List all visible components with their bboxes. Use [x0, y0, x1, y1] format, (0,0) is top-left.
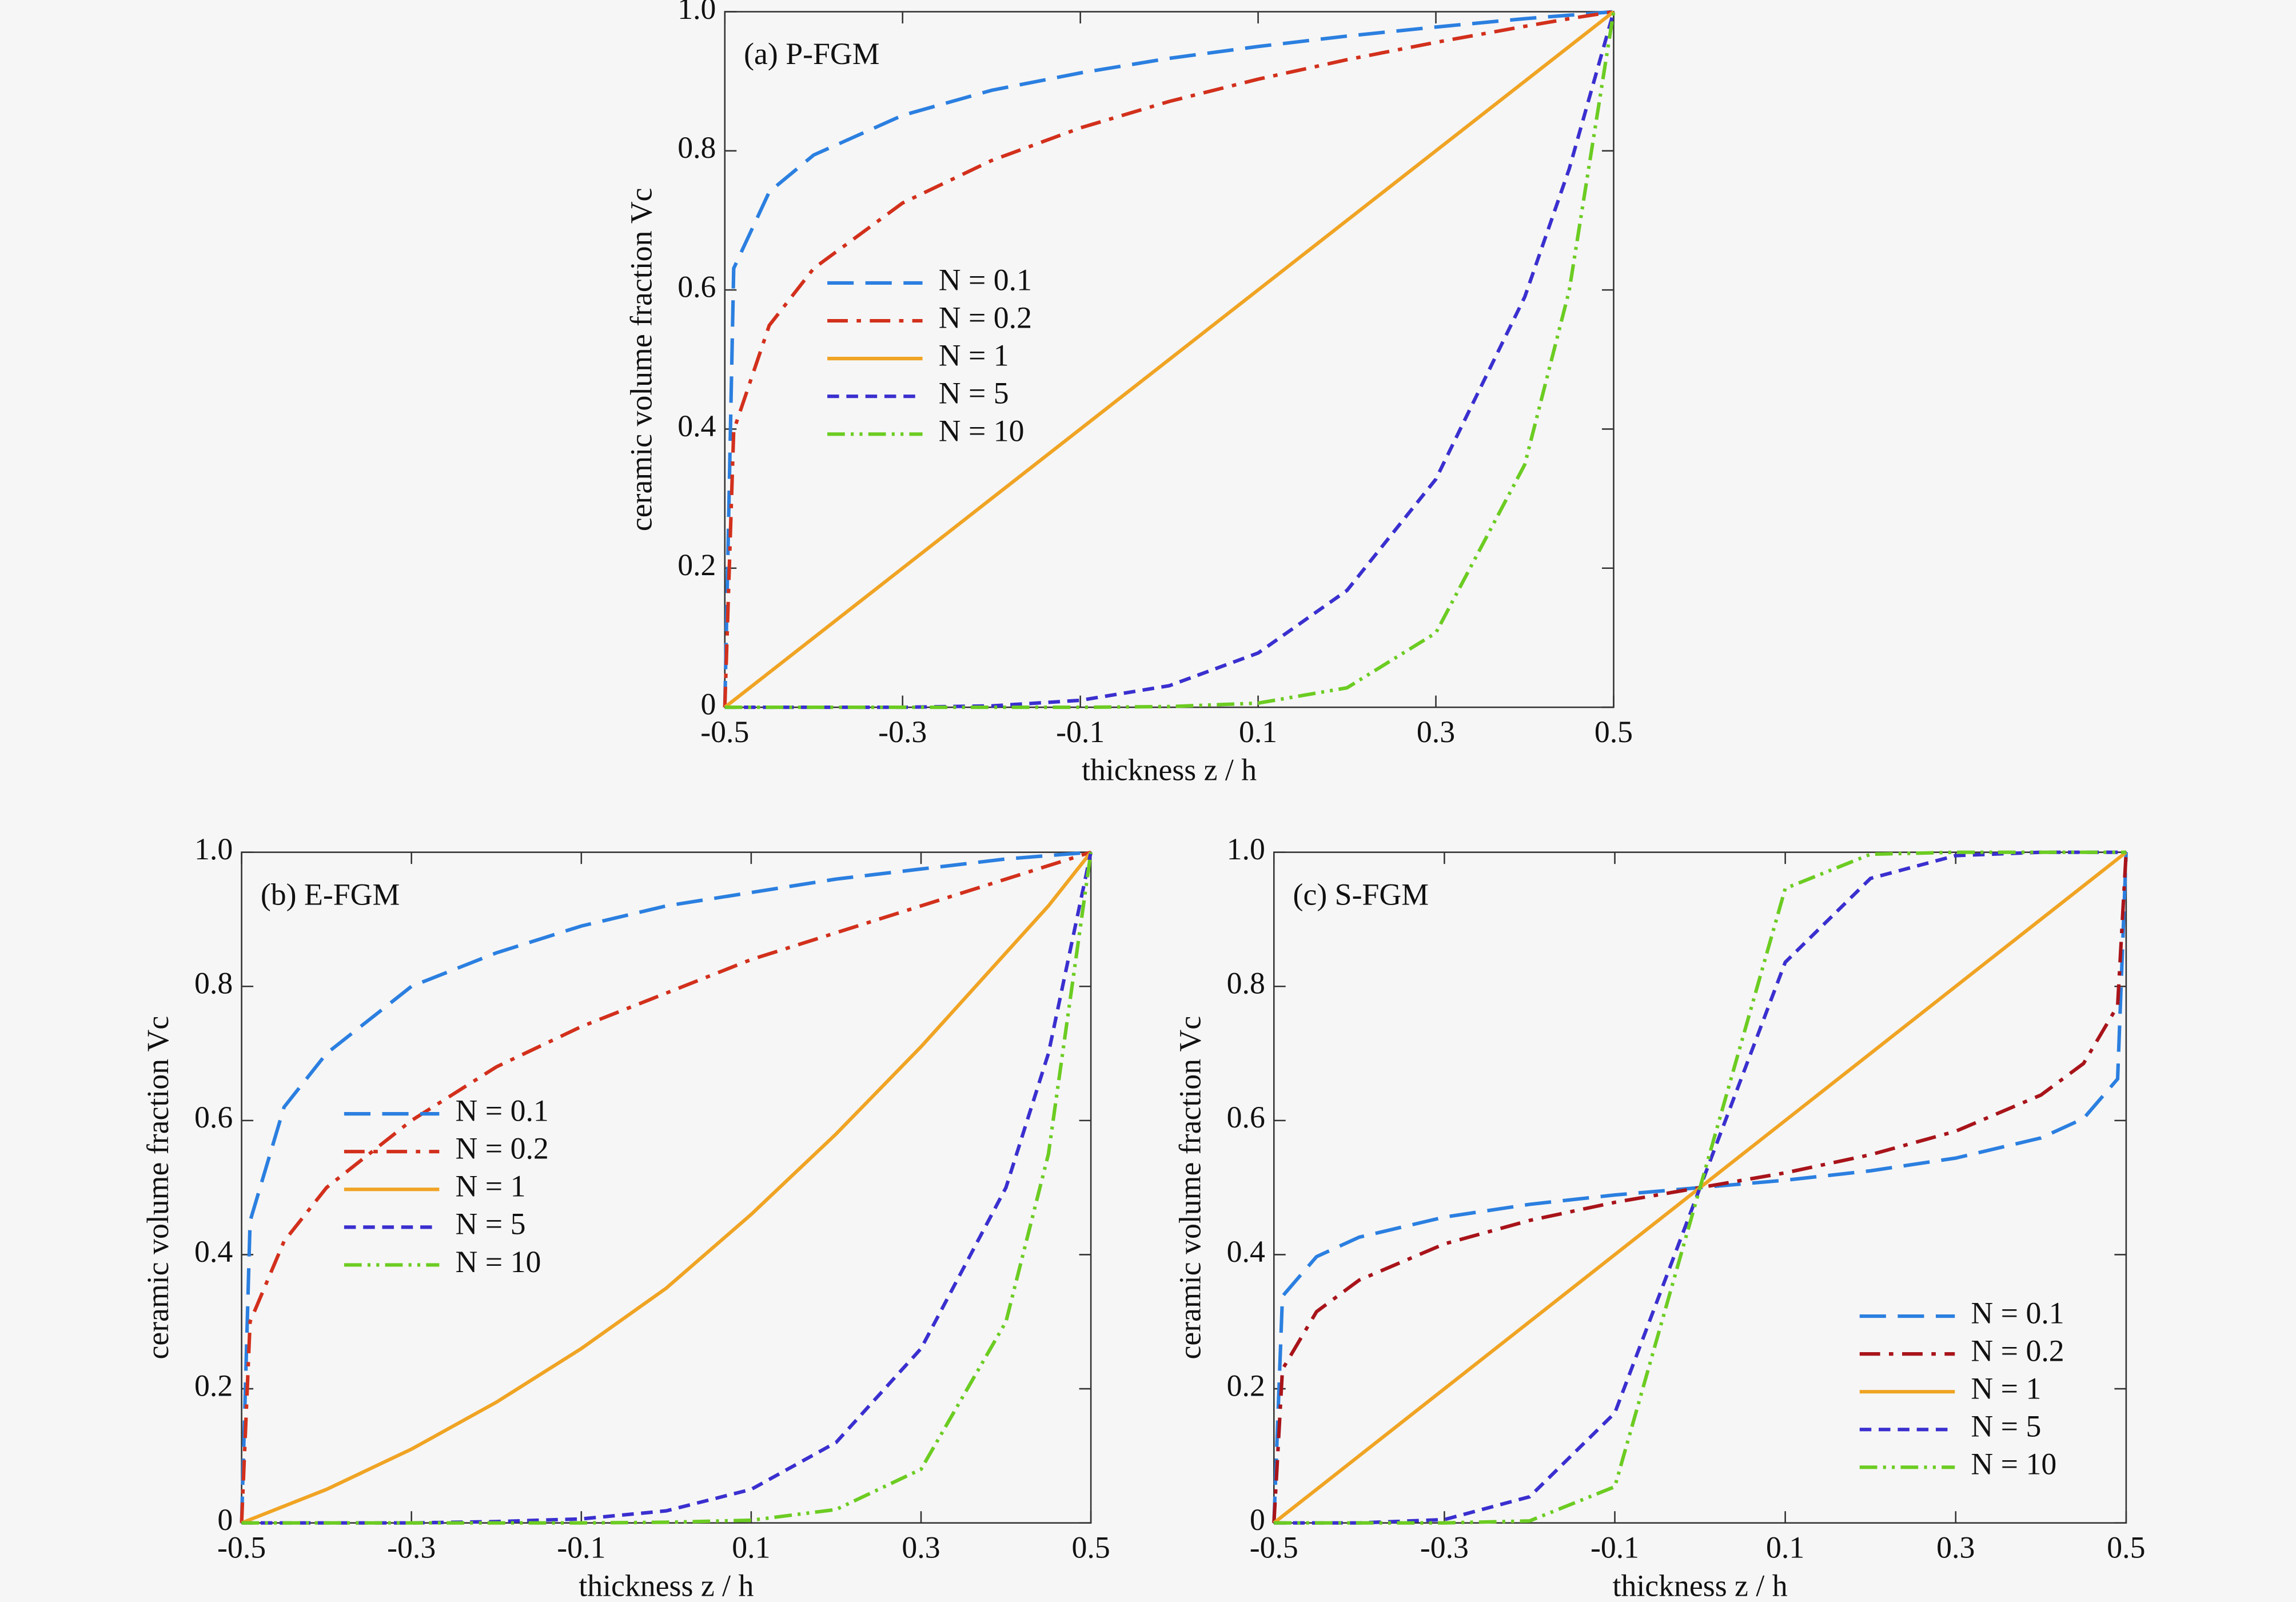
x-tick-label: 0.3 [1936, 1531, 1975, 1565]
legend-label: N = 1 [939, 338, 1009, 372]
x-tick-label: -0.1 [557, 1531, 605, 1565]
y-axis-label: ceramic volume fraction Vc [1173, 1016, 1207, 1360]
legend-label: N = 10 [939, 414, 1025, 448]
legend-label: N = 0.1 [939, 262, 1032, 297]
y-tick-label: 0 [701, 687, 716, 721]
legend-label: N = 5 [456, 1207, 526, 1241]
subplot: -0.5 -0.3 -0.1 0.1 0.3 0.5 0 0.2 0.4 0.6 0.8 1.0 thi… [624, 0, 1633, 787]
subplot: -0.5 -0.3 -0.1 0.1 0.3 0.5 0 0.2 0.4 0.6 0.8 1.0 thi… [1173, 832, 2146, 1602]
x-tick-label: -0.5 [700, 715, 749, 749]
legend-label: N = 0.2 [456, 1131, 549, 1166]
y-tick-label: 0 [217, 1503, 233, 1537]
legend-label: N = 5 [939, 376, 1009, 411]
y-tick-label: 0.8 [1227, 966, 1265, 1001]
legend-label: N = 0.1 [456, 1093, 549, 1127]
x-tick-label: 0.1 [1766, 1531, 1804, 1565]
legend-label: N = 10 [456, 1245, 541, 1279]
x-tick-label: -0.5 [217, 1531, 266, 1565]
y-tick-label: 0.4 [677, 409, 716, 443]
x-axis-label: thickness z / h [1082, 753, 1257, 787]
x-tick-label: -0.3 [387, 1531, 436, 1565]
x-tick-label: 0.3 [1417, 715, 1455, 749]
y-axis-label: ceramic volume fraction Vc [624, 188, 658, 531]
series-line [724, 11, 1616, 710]
x-tick-label: 0.1 [732, 1531, 770, 1565]
series-line [240, 850, 1092, 1523]
x-tick-label: 0.1 [1239, 715, 1277, 749]
x-tick-label: -0.3 [878, 715, 927, 749]
series-line [723, 10, 1615, 709]
legend-label: N = 1 [1971, 1372, 2041, 1406]
series-line [241, 852, 1093, 1525]
series-line [240, 850, 1091, 1523]
legend-label: N = 5 [1971, 1409, 2041, 1444]
panel-title: (a) P-FGM [744, 37, 879, 71]
panel-title: (b) E-FGM [261, 877, 400, 911]
series-line [724, 11, 1616, 710]
y-tick-label: 0.8 [677, 130, 716, 165]
legend-label: N = 1 [456, 1169, 526, 1204]
x-tick-label: 0.3 [902, 1531, 940, 1565]
y-axis-label: ceramic volume fraction Vc [141, 1016, 175, 1360]
x-tick-label: 0.5 [2107, 1531, 2145, 1565]
x-tick-label: 0.5 [1595, 715, 1633, 749]
x-tick-label: 0.5 [1072, 1531, 1110, 1565]
x-tick-label: -0.1 [1591, 1531, 1639, 1565]
panel-title: (c) S-FGM [1293, 877, 1429, 911]
x-tick-label: -0.3 [1420, 1531, 1469, 1565]
y-tick-label: 0.4 [194, 1234, 233, 1269]
series-line [1274, 850, 2126, 1525]
y-tick-label: 1.0 [677, 0, 716, 26]
legend-label: N = 0.2 [939, 300, 1032, 334]
legend-label: N = 0.1 [1971, 1296, 2064, 1330]
legend-label: N = 10 [1971, 1447, 2056, 1481]
y-tick-label: 0.6 [194, 1100, 233, 1134]
y-tick-label: 0.2 [677, 548, 716, 582]
series-line [723, 10, 1614, 708]
legend-label: N = 0.2 [1971, 1333, 2064, 1368]
plot-frame [1273, 851, 2127, 1524]
series-line [241, 851, 1093, 1525]
x-tick-label: -0.5 [1250, 1531, 1298, 1565]
y-tick-label: 0 [1250, 1503, 1265, 1537]
subplot: -0.5 -0.3 -0.1 0.1 0.3 0.5 0 0.2 0.4 0.6 0.8 1.0 thi… [141, 832, 1110, 1602]
y-tick-label: 0.6 [1227, 1100, 1265, 1134]
y-tick-label: 0.4 [1227, 1234, 1265, 1269]
y-tick-label: 1.0 [1227, 832, 1265, 866]
y-tick-label: 0.2 [1227, 1368, 1265, 1402]
y-tick-label: 0.8 [194, 966, 233, 1001]
x-axis-label: thickness z / h [1613, 1568, 1788, 1602]
x-axis-label: thickness z / h [579, 1568, 754, 1602]
y-tick-label: 1.0 [194, 832, 233, 866]
y-tick-label: 0.6 [677, 269, 716, 304]
y-tick-label: 0.2 [194, 1368, 233, 1402]
x-tick-label: -0.1 [1056, 715, 1105, 749]
